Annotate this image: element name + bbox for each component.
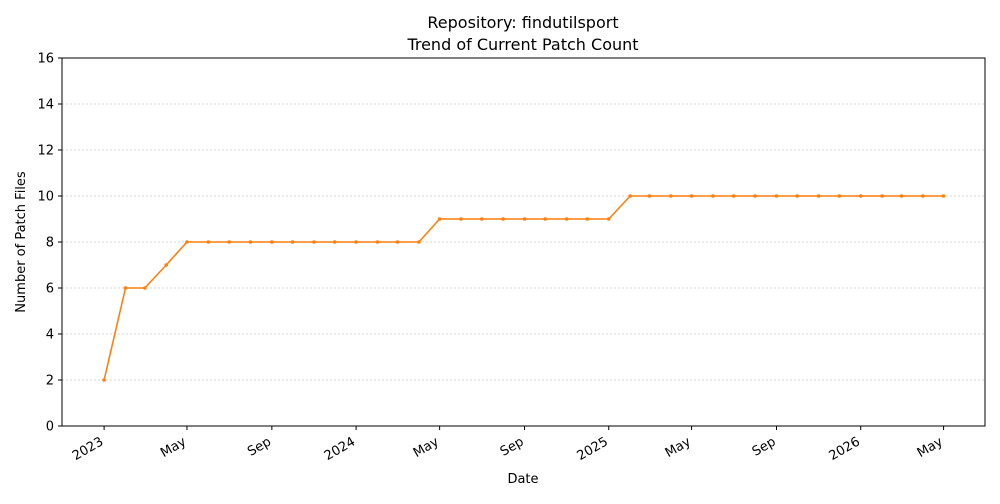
data-point <box>543 217 548 221</box>
data-point <box>941 194 946 198</box>
data-point <box>795 194 800 198</box>
data-point <box>332 240 337 244</box>
x-tick-label: 2025 <box>575 434 611 464</box>
data-point <box>206 240 211 244</box>
x-tick-label: Sep <box>750 434 779 459</box>
data-point <box>628 194 632 198</box>
x-tick-label: May <box>663 434 694 461</box>
data-point <box>731 194 736 198</box>
data-point <box>270 240 274 244</box>
data-point <box>585 217 590 221</box>
y-tick-label: 16 <box>37 52 54 67</box>
data-point <box>164 263 169 267</box>
data-point <box>711 194 715 198</box>
x-axis: 2023 May Sep 2024 May Sep 2025 May Sep 2026 May <box>70 426 946 464</box>
data-point <box>459 217 463 221</box>
data-point <box>312 240 316 244</box>
x-tick-label: 2024 <box>322 434 358 464</box>
data-point <box>899 194 904 198</box>
data-point <box>479 217 484 221</box>
y-tick-label: 8 <box>46 236 54 251</box>
chart-subtitle: Trend of Current Patch Count <box>406 35 638 54</box>
y-tick-label: 10 <box>37 190 54 205</box>
x-tick-label: May <box>158 434 189 461</box>
x-tick-label: 2026 <box>827 434 863 464</box>
data-point <box>606 217 611 221</box>
data-point <box>227 240 231 244</box>
data-point <box>248 240 253 244</box>
y-tick-label: 4 <box>46 328 54 343</box>
data-point <box>564 217 569 221</box>
data-point <box>522 217 527 221</box>
data-point <box>774 194 779 198</box>
x-tick-label: Sep <box>498 434 527 459</box>
data-point <box>102 378 106 382</box>
data-point <box>669 194 673 198</box>
y-axis-label: Number of Patch Files <box>14 171 29 313</box>
data-point <box>143 286 147 290</box>
data-point <box>837 194 842 198</box>
data-point <box>395 240 400 244</box>
data-point <box>185 240 189 244</box>
y-tick-label: 6 <box>46 282 54 297</box>
data-point <box>921 194 925 198</box>
y-tick-label: 2 <box>46 374 54 389</box>
series-layer <box>102 194 946 382</box>
y-tick-label: 12 <box>37 144 54 159</box>
data-point <box>123 286 128 290</box>
data-point <box>880 194 884 198</box>
data-point <box>417 240 421 244</box>
y-axis: 0 2 4 6 8 10 12 14 16 <box>37 52 62 435</box>
x-tick-label: May <box>915 434 946 461</box>
x-axis-label: Date <box>507 472 538 487</box>
data-point <box>501 217 505 221</box>
data-point <box>437 217 442 221</box>
chart-title: Repository: findutilsport <box>427 13 618 32</box>
data-point <box>858 194 863 198</box>
data-point <box>689 194 694 198</box>
data-point <box>816 194 821 198</box>
data-point <box>354 240 358 244</box>
data-point <box>375 240 380 244</box>
data-point <box>647 194 652 198</box>
x-tick-label: 2023 <box>70 434 106 464</box>
x-tick-label: Sep <box>245 434 274 459</box>
y-tick-label: 14 <box>37 98 54 113</box>
data-point <box>753 194 757 198</box>
x-tick-label: May <box>411 434 442 461</box>
y-tick-label: 0 <box>46 420 54 435</box>
data-point <box>290 240 295 244</box>
